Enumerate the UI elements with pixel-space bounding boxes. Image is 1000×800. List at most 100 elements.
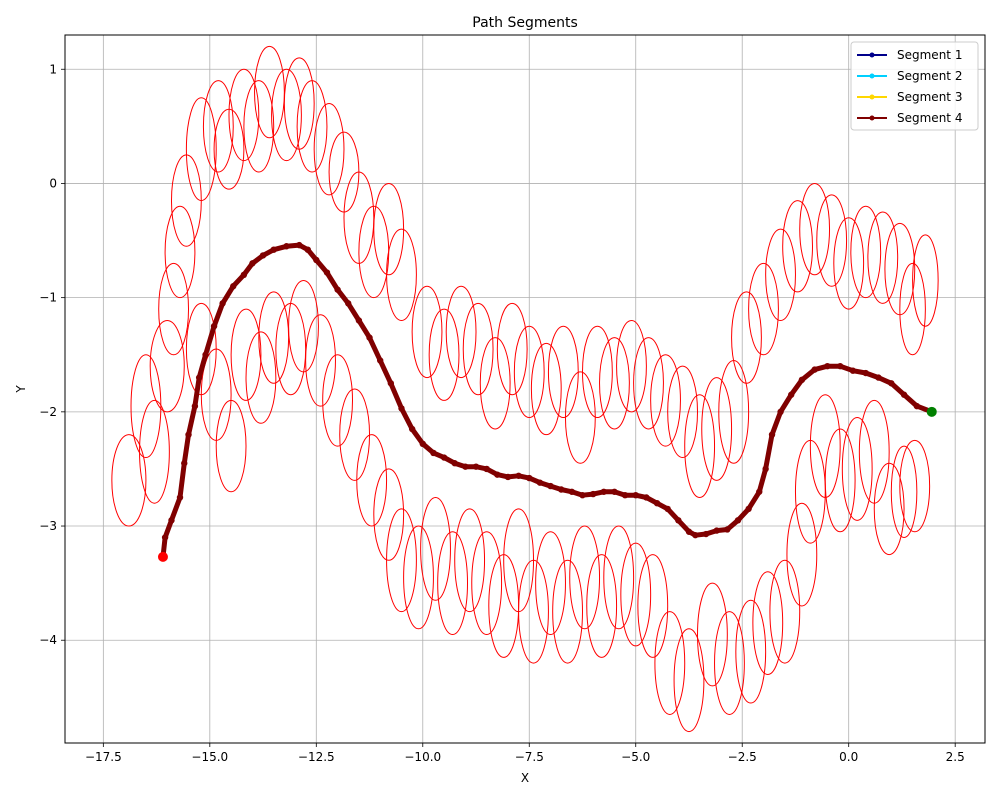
series-point [249,260,256,267]
ellipse [654,611,686,715]
series-point [888,380,895,387]
ellipse [841,417,873,521]
series-point [219,300,226,307]
ellipse [701,377,733,481]
series-point [176,494,184,501]
ellipse [603,525,635,630]
ellipse [185,302,217,396]
x-tick-label: −5.0 [621,750,650,764]
series-point [547,482,554,490]
series-point [504,473,512,481]
ellipse [912,234,939,327]
series-point [195,374,203,381]
ellipse [164,205,196,299]
series-point [692,531,699,539]
series-point [202,351,209,358]
ellipse [202,80,234,173]
ellipse [428,308,460,401]
series-point [798,376,806,384]
series-point [398,405,405,412]
ellipse [158,262,190,356]
series-point [296,241,303,249]
series-point [494,471,501,478]
y-tick-label: −2 [39,405,57,419]
ellipse [616,319,647,413]
ellipse [782,200,813,293]
ellipse [824,428,856,533]
ellipse [850,205,882,299]
series-point [621,492,629,499]
series-point [745,505,752,513]
series-point [408,425,416,433]
ellipse [833,217,865,310]
ellipse [356,434,388,527]
series-point [579,492,586,499]
y-axis-ticks: 1 0 −1 −2 −3 −4 [39,62,65,647]
ellipse [215,399,247,493]
ellipse [748,262,779,356]
ellipse [258,291,290,384]
ellipse [185,97,217,202]
series-point [366,334,373,341]
ellipse [899,439,931,533]
ellipse [816,194,848,287]
series-point [913,402,921,410]
ellipse [471,531,503,636]
ellipse [899,262,926,356]
legend-marker [869,115,875,121]
series-point [685,528,693,535]
ellipse [322,354,353,447]
series-point [664,505,671,513]
series-point [568,488,576,495]
legend-marker [869,52,875,58]
x-tick-label: −10.0 [404,750,441,764]
x-tick-label: −2.5 [728,750,757,764]
endpoint-markers [157,406,937,562]
x-tick-label: −17.5 [85,750,122,764]
series-line [160,242,935,560]
series-point [768,431,776,438]
ellipse [890,445,918,538]
series-point [181,460,188,467]
series-point [387,380,395,387]
series-point [849,367,857,374]
ellipse [271,68,302,162]
ellipse [496,302,528,396]
ellipse [313,103,345,196]
ellipse [254,45,285,139]
ellipse [228,68,260,162]
series-point [376,357,384,364]
y-tick-label: 0 [49,176,57,190]
series-point [824,362,831,370]
ellipse [637,554,669,658]
x-tick-label: 0.0 [839,750,858,764]
ellipse [564,371,596,464]
series-point [161,534,169,541]
chart-title: Path Segments [472,15,578,31]
series-point [724,526,731,533]
ellipse [139,399,170,504]
ellipse [599,337,630,430]
ellipse [667,365,698,459]
series-point [600,488,607,495]
series-point [230,283,237,290]
ellipse [530,342,562,436]
ellipse [552,559,583,664]
x-tick-label: −15.0 [191,750,228,764]
series-point [762,465,769,473]
series-point [788,391,795,398]
ellipse [479,337,511,430]
x-tick-label: 2.5 [946,750,965,764]
series-point [191,402,199,410]
ellipse [633,337,664,430]
ellipse [403,525,434,630]
series-point [811,366,818,373]
ellipse [535,531,566,636]
legend-label: Segment 1 [897,48,962,62]
series-point [462,463,469,470]
series-point [304,246,311,253]
ellipse [288,280,319,373]
series-point [168,517,175,524]
series-point [440,454,448,461]
